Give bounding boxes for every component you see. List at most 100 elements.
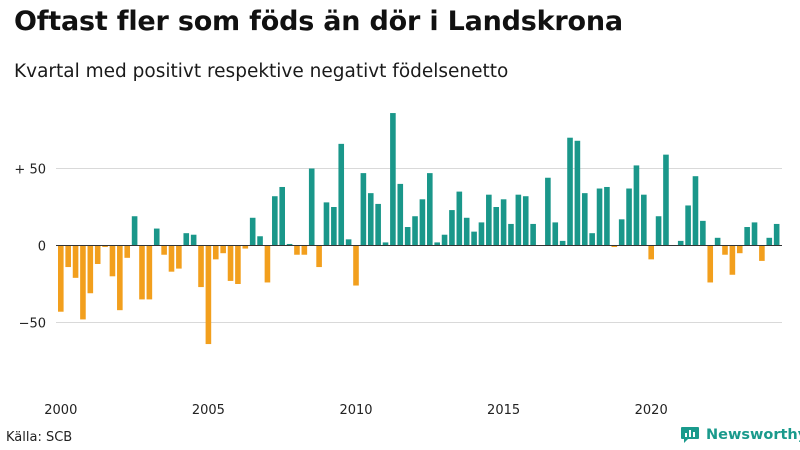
chart-title: Oftast fler som föds än dör i Landskrona [14, 6, 623, 37]
bar-positive [375, 203, 381, 246]
bar-positive [404, 227, 411, 246]
bar-negative [301, 245, 308, 255]
x-tick-label: 2000 [44, 403, 77, 418]
bar-positive [589, 233, 595, 246]
bar-positive [412, 216, 418, 246]
bar-negative [65, 245, 71, 268]
x-tick-label: 2010 [339, 403, 372, 418]
brand-name: Newsworthy [706, 427, 800, 443]
bar-positive [323, 202, 330, 246]
bar-negative [109, 245, 116, 277]
x-tick-label: 2020 [635, 403, 668, 418]
x-tick-label: 2005 [192, 403, 225, 418]
bar-negative [168, 245, 175, 272]
bar-negative [729, 245, 736, 275]
bar-negative [722, 245, 728, 255]
bar-positive [604, 186, 610, 246]
bar-positive [641, 194, 647, 246]
bar-positive [449, 210, 455, 246]
bar-positive [581, 193, 588, 246]
bar-positive [714, 237, 721, 246]
bar-positive [552, 222, 559, 246]
bar-positive [633, 165, 640, 246]
newsworthy-logo-icon [681, 427, 699, 443]
source-note: Källa: SCB [6, 430, 73, 445]
bar-positive [463, 217, 470, 246]
bar-negative [294, 245, 300, 255]
bar-negative [242, 245, 249, 249]
bar-positive [397, 183, 404, 246]
bar-positive [618, 219, 625, 246]
y-tick-label: + 50 [14, 163, 46, 178]
bar-positive [574, 140, 581, 246]
bar-positive [272, 196, 278, 246]
bar-negative [648, 245, 654, 260]
bar-positive [286, 243, 293, 246]
bar-positive [685, 205, 691, 246]
bar-positive [744, 227, 750, 246]
bar-negative [736, 245, 743, 254]
bar-positive [308, 168, 315, 246]
bar-negative [161, 245, 167, 255]
grid-lines [56, 168, 782, 323]
bar-positive [596, 188, 603, 246]
bar-negative [94, 245, 101, 264]
bar-positive [530, 223, 536, 246]
x-tick-label: 2015 [487, 403, 520, 418]
bar-positive [279, 186, 285, 246]
bar-positive [257, 236, 263, 246]
bar-positive [692, 176, 699, 246]
bar-positive [345, 239, 352, 246]
bar-positive [751, 222, 758, 246]
y-tick-label: −50 [19, 317, 46, 332]
bar-positive [456, 191, 463, 246]
bar-positive [655, 216, 662, 246]
bar-positive [441, 234, 448, 246]
bar-positive [500, 199, 507, 246]
brand-logo: Newsworthy [680, 426, 800, 444]
bar-negative [124, 245, 131, 258]
bar-positive [190, 234, 197, 246]
bar-negative [117, 245, 123, 311]
bar-positive [508, 223, 514, 246]
bar-positive [567, 137, 573, 246]
bar-positive [153, 228, 160, 246]
bar-negative [198, 245, 204, 288]
bar-positive [434, 242, 440, 246]
bar-negative [176, 245, 182, 269]
bar-negative [316, 245, 322, 268]
y-tick-label: 0 [38, 240, 46, 255]
bar-negative [220, 245, 226, 254]
bar-negative [72, 245, 79, 278]
bar-negative [235, 245, 241, 284]
bar-negative [264, 245, 271, 283]
x-axis-ticks: 2000 2005 2010 2015 2020 [44, 403, 667, 418]
bar-positive [382, 242, 389, 246]
bar-negative [80, 245, 86, 320]
bar-positive [545, 177, 551, 246]
bar-negative [102, 245, 108, 248]
bar-negative [353, 245, 359, 286]
chart-subtitle: Kvartal med positivt respektive negativt… [14, 61, 509, 82]
bar-positive [493, 207, 500, 246]
bar-positive [367, 193, 374, 246]
bar-positive [522, 196, 529, 246]
bar-negative [205, 245, 212, 345]
bar-negative [759, 245, 765, 261]
bar-positive [183, 233, 190, 246]
bar-negative [212, 245, 219, 260]
bar-positive [626, 188, 632, 246]
bar-negative [611, 245, 618, 248]
bar-negative [58, 245, 64, 312]
bar-positive [419, 199, 426, 246]
bar-positive [131, 216, 138, 246]
bar-positive [471, 231, 477, 246]
bar-positive [249, 217, 256, 246]
bar-positive [338, 143, 345, 246]
bars [58, 113, 780, 345]
bar-positive [478, 222, 485, 246]
bar-positive [700, 220, 706, 246]
bar-positive [773, 223, 780, 246]
bar-positive [427, 173, 433, 246]
